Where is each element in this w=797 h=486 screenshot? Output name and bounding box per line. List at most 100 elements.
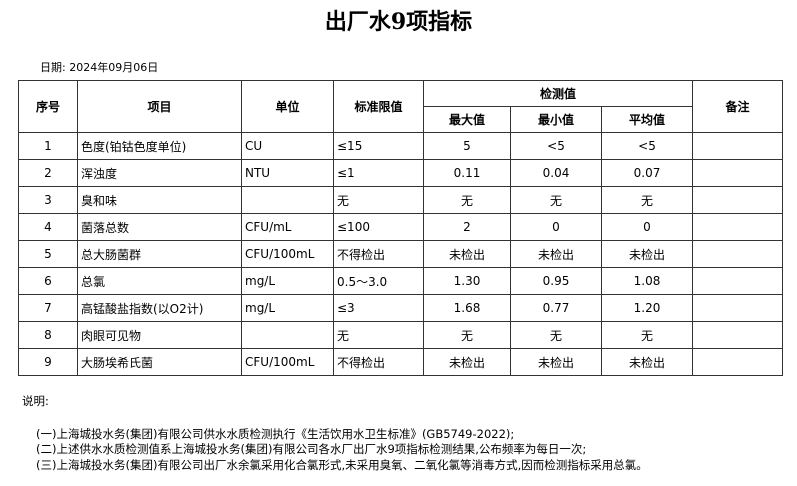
cell: CU	[241, 132, 334, 160]
cell: 无	[423, 321, 511, 349]
cell: 未检出	[601, 348, 693, 376]
cell	[692, 267, 783, 295]
cell: 5	[423, 132, 511, 160]
note-line: (二)上述供水水质检测值系上海城投水务(集团)有限公司各水厂出厂水9项指标检测结…	[36, 442, 587, 456]
date: 日期: 2024年09月06日	[40, 61, 159, 74]
cell: 0.07	[601, 159, 693, 187]
cell: NTU	[241, 159, 334, 187]
header-cell: 平均值	[601, 106, 693, 133]
cell: 不得检出	[333, 348, 424, 376]
cell	[241, 186, 334, 214]
cell	[692, 159, 783, 187]
cell: 未检出	[510, 348, 602, 376]
cell	[692, 294, 783, 322]
cell: 无	[510, 186, 602, 214]
cell: 9	[18, 348, 78, 376]
cell: 1.08	[601, 267, 693, 295]
cell: 无	[510, 321, 602, 349]
cell	[241, 321, 334, 349]
cell: 未检出	[423, 240, 511, 268]
cell: 1.30	[423, 267, 511, 295]
cell: 1.68	[423, 294, 511, 322]
cell	[692, 213, 783, 241]
cell: ≤1	[333, 159, 424, 187]
cell: 无	[333, 321, 424, 349]
cell: CFU/100mL	[241, 240, 334, 268]
cell: CFU/100mL	[241, 348, 334, 376]
cell: 肉眼可见物	[77, 321, 242, 349]
cell	[692, 240, 783, 268]
table-row: 6 总氯 mg/L 0.5～3.0 1.30 0.95 1.08	[18, 267, 783, 295]
cell: 0.11	[423, 159, 511, 187]
cell: <5	[601, 132, 693, 160]
title: 出厂水9项指标	[324, 9, 473, 35]
notes: 说明: (一)上海城投水务(集团)有限公司供水水质检测执行《生活饮用水卫生标准》…	[22, 394, 648, 473]
table-body: 1 色度(铂钴色度单位) CU ≤15 5 <5 <5 2 浑浊度 NTU ≤1 0.11 0.04 0.…	[18, 132, 783, 376]
cell: 0.77	[510, 294, 602, 322]
cell: 未检出	[423, 348, 511, 376]
table-row: 5 总大肠菌群 CFU/100mL 不得检出 未检出 未检出 未检出	[18, 240, 783, 268]
header-cell: 最大值	[423, 106, 511, 133]
table-row: 3 臭和味无无无无	[18, 186, 783, 214]
cell: 0	[510, 213, 602, 241]
table-row: 1 色度(铂钴色度单位) CU ≤15 5 <5 <5	[18, 132, 783, 160]
cell: 未检出	[601, 240, 693, 268]
table-row: 4 菌落总数 CFU/mL ≤100 2 0 0	[18, 213, 783, 241]
cell: 1	[18, 132, 78, 160]
cell: mg/L	[241, 267, 334, 295]
cell: 6	[18, 267, 78, 295]
cell: 1.20	[601, 294, 693, 322]
cell	[692, 132, 783, 160]
cell: 7	[18, 294, 78, 322]
header-cell: 备注	[692, 80, 783, 133]
cell: 未检出	[510, 240, 602, 268]
cell: 不得检出	[333, 240, 424, 268]
cell: 2	[18, 159, 78, 187]
cell: 无	[333, 186, 424, 214]
notes-lines: (一)上海城投水务(集团)有限公司供水水质检测执行《生活饮用水卫生标准》(GB5…	[22, 427, 648, 474]
table-row: 8 肉眼可见物无无无无	[18, 321, 783, 349]
cell: 无	[423, 186, 511, 214]
header-cell: 项目	[77, 80, 242, 133]
cell	[692, 321, 783, 349]
header-cell: 检测值	[423, 80, 693, 107]
cell: 2	[423, 213, 511, 241]
header-cell: 标准限值	[333, 80, 424, 133]
cell: 0	[601, 213, 693, 241]
header-cell: 最小值	[510, 106, 602, 133]
cell: mg/L	[241, 294, 334, 322]
cell: 色度(铂钴色度单位)	[77, 132, 242, 160]
cell: ≤15	[333, 132, 424, 160]
cell: 总大肠菌群	[77, 240, 242, 268]
table: 序号 项目 单位 标准限值 检测值 备注 最大值 最小值 平均值 1 色度(铂钴色…	[18, 80, 783, 376]
cell: 大肠埃希氏菌	[77, 348, 242, 376]
cell: 臭和味	[77, 186, 242, 214]
table-row: 9 大肠埃希氏菌 CFU/100mL 不得检出 未检出 未检出 未检出	[18, 348, 783, 376]
cell: 菌落总数	[77, 213, 242, 241]
cell: 0.5～3.0	[333, 267, 424, 295]
cell: <5	[510, 132, 602, 160]
cell: CFU/mL	[241, 213, 334, 241]
cell: 无	[601, 186, 693, 214]
cell: 无	[601, 321, 693, 349]
cell	[692, 186, 783, 214]
cell	[692, 348, 783, 376]
cell: 0.04	[510, 159, 602, 187]
table-row: 7 高锰酸盐指数(以O2计) mg/L ≤3 1.68 0.77 1.20	[18, 294, 783, 322]
cell: 总氯	[77, 267, 242, 295]
header-cell: 序号	[18, 80, 78, 133]
note-line: (一)上海城投水务(集团)有限公司供水水质检测执行《生活饮用水卫生标准》(GB5…	[36, 426, 515, 441]
cell: 0.95	[510, 267, 602, 295]
cell: ≤100	[333, 213, 424, 241]
cell: 8	[18, 321, 78, 349]
cell: 5	[18, 240, 78, 268]
cell: 高锰酸盐指数(以O2计)	[77, 294, 242, 322]
note-line: (三)上海城投水务(集团)有限公司出厂水余氯采用化合氯形式,未采用臭氧、二氧化氯…	[36, 457, 648, 472]
cell: 4	[18, 213, 78, 241]
cell: 3	[18, 186, 78, 214]
notes-heading: 说明:	[22, 394, 49, 408]
table-row: 2 浑浊度 NTU ≤1 0.11 0.04 0.07	[18, 159, 783, 187]
cell: 浑浊度	[77, 159, 242, 187]
header-cell: 单位	[241, 80, 334, 133]
